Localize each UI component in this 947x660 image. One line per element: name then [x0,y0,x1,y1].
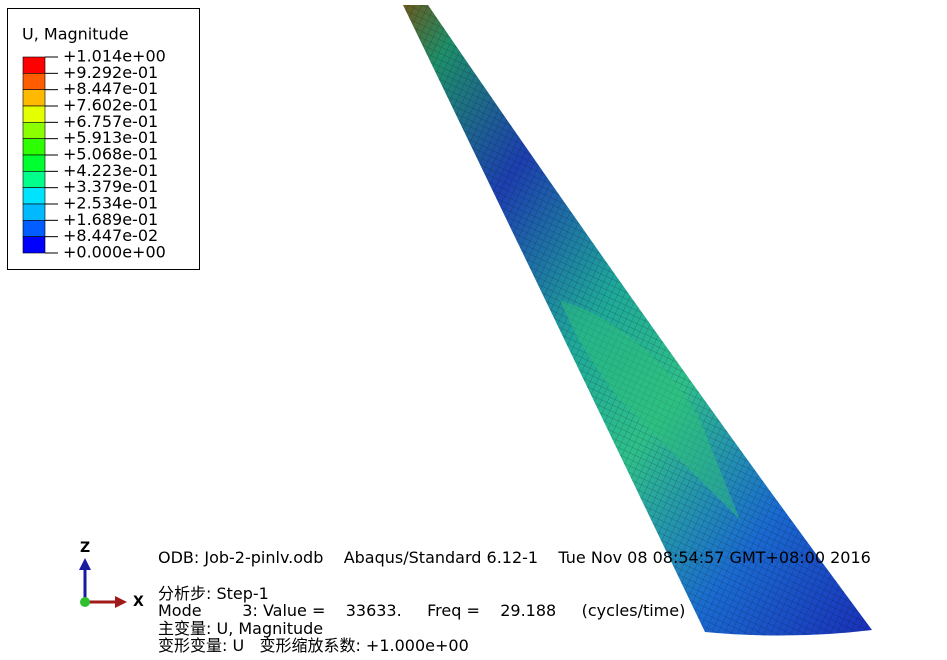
legend-band [22,73,46,90]
legend-label: +3.379e-01 [63,177,158,196]
legend-label: +1.014e+00 [63,47,166,66]
legend-label: +4.223e-01 [63,161,158,180]
info-odb: ODB: Job-2-pinlv.odb Abaqus/Standard 6.1… [158,548,871,567]
info-mode: Mode 3: Value = 33633. Freq = 29.188 (cy… [158,601,686,620]
axis-triad: Z X [79,540,144,610]
info-deformed: 变形变量: U 变形缩放系数: +1.000e+00 [158,636,469,655]
legend-band [22,122,46,139]
legend-label: +7.602e-01 [63,96,158,115]
legend-label: +5.913e-01 [63,128,158,147]
legend-band [22,138,46,156]
legend-band [22,171,46,188]
legend-scale: +1.014e+00+9.292e-01+8.447e-01+7.602e-01… [22,47,166,262]
legend-band [22,56,46,74]
legend-label: +9.292e-01 [63,63,158,82]
legend-band [22,220,46,237]
triad-z: Z [80,540,90,556]
legend-band [22,154,46,172]
info-primary: 主变量: U, Magnitude [158,619,324,638]
legend-band [22,236,46,254]
legend-label: +8.447e-02 [63,226,158,245]
legend-title: U, Magnitude [22,25,129,44]
legend-band [22,105,46,123]
legend-label: +8.447e-01 [63,79,158,98]
triad-x: X [133,594,144,610]
legend-label: +1.689e-01 [63,210,158,229]
legend-band [22,203,46,221]
blade-model [403,5,872,636]
legend-label: +6.757e-01 [63,112,158,131]
info-step: 分析步: Step-1 [158,584,269,603]
legend-band [22,187,46,205]
legend-band [22,89,46,107]
legend-label: +5.068e-01 [63,145,158,164]
legend-label: +2.534e-01 [63,194,158,213]
legend-label: +0.000e+00 [63,243,166,262]
